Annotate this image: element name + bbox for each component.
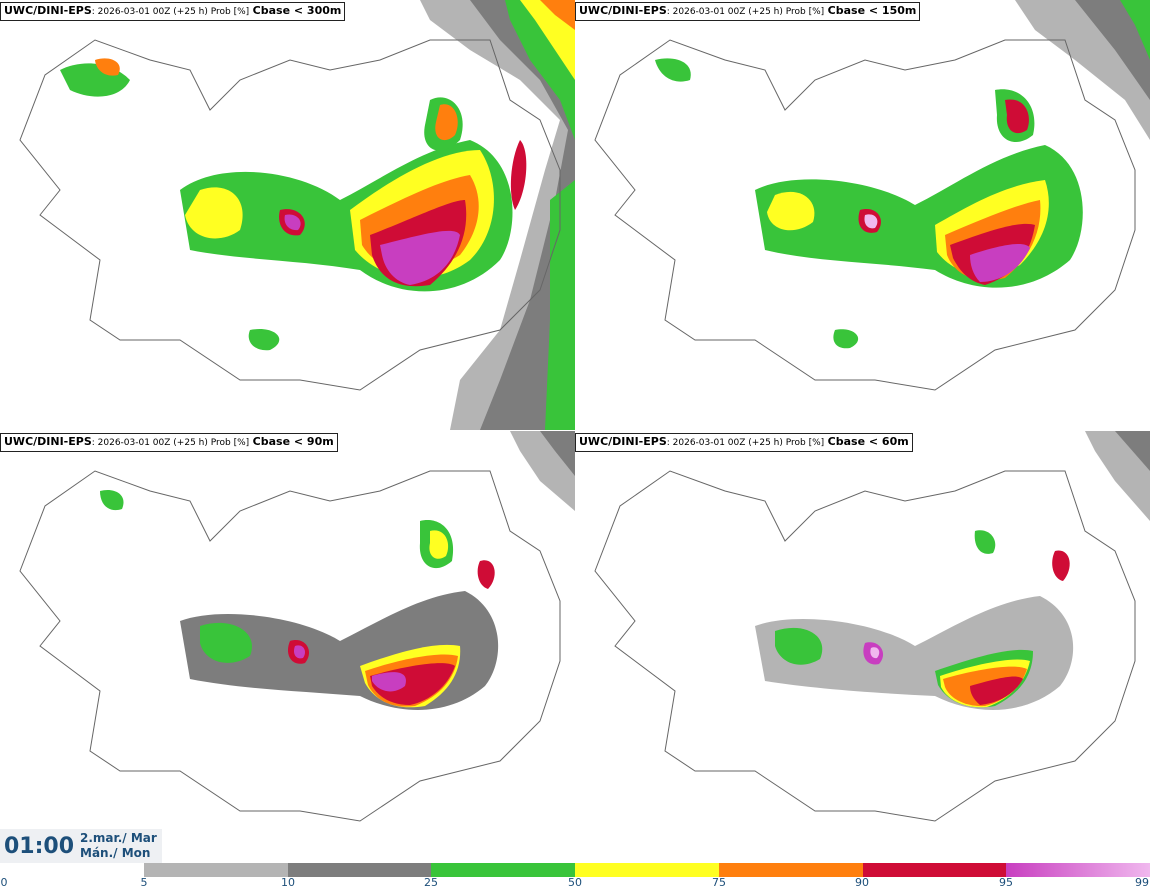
coastline [19, 39, 561, 391]
colorbar-tick: 0 [0, 876, 8, 889]
colorbar-tick: 90 [855, 876, 869, 889]
colorbar-segment [287, 863, 432, 877]
run-info: : 2026-03-01 00Z (+25 h) Prob [%] [91, 7, 250, 17]
coastline [19, 470, 561, 822]
colorbar-segment [718, 863, 863, 877]
valid-time-box: 01:00 2.mar./ Mar Mán./ Mon [0, 829, 162, 863]
iceland-map [594, 0, 1150, 391]
colorbar-ticks: 0 5 10 25 50 75 90 95 99 [0, 876, 1150, 891]
iceland-map [594, 431, 1150, 822]
run-info: : 2026-03-01 00Z (+25 h) Prob [%] [666, 438, 825, 448]
map-panel-150m: UWC/DINI-EPS: 2026-03-01 00Z (+25 h) Pro… [575, 0, 1150, 430]
parameter-label: Cbase < 300m [252, 4, 342, 17]
colorbar-tick: 25 [424, 876, 438, 889]
colorbar-tick: 10 [281, 876, 295, 889]
panel-title: UWC/DINI-EPS: 2026-03-01 00Z (+25 h) Pro… [0, 2, 346, 21]
map-panel-300m: UWC/DINI-EPS: 2026-03-01 00Z (+25 h) Pro… [0, 0, 575, 430]
model-name: UWC/DINI-EPS [579, 4, 667, 17]
coastline [594, 470, 1136, 822]
colorbar-tick: 99 [1135, 876, 1149, 889]
colorbar-segment [1006, 863, 1150, 877]
colorbar-segment [862, 863, 1007, 877]
colorbar-tick: 75 [712, 876, 726, 889]
panel-title: UWC/DINI-EPS: 2026-03-01 00Z (+25 h) Pro… [575, 433, 913, 452]
parameter-label: Cbase < 150m [827, 4, 917, 17]
colorbar-segment [144, 863, 288, 877]
panel-title: UWC/DINI-EPS: 2026-03-01 00Z (+25 h) Pro… [575, 2, 921, 21]
run-info: : 2026-03-01 00Z (+25 h) Prob [%] [666, 7, 825, 17]
colorbar-tick: 95 [999, 876, 1013, 889]
run-info: : 2026-03-01 00Z (+25 h) Prob [%] [91, 438, 250, 448]
panel-title: UWC/DINI-EPS: 2026-03-01 00Z (+25 h) Pro… [0, 433, 338, 452]
probability-colorbar [144, 863, 1150, 877]
valid-time: 01:00 [4, 834, 75, 859]
colorbar-segment [431, 863, 576, 877]
model-name: UWC/DINI-EPS [579, 435, 667, 448]
coastline [594, 39, 1136, 391]
map-panel-90m: UWC/DINI-EPS: 2026-03-01 00Z (+25 h) Pro… [0, 431, 575, 861]
iceland-map [19, 0, 575, 430]
colorbar-tick: 50 [568, 876, 582, 889]
map-panel-60m: UWC/DINI-EPS: 2026-03-01 00Z (+25 h) Pro… [575, 431, 1150, 861]
model-name: UWC/DINI-EPS [4, 435, 92, 448]
iceland-map [19, 431, 575, 822]
parameter-label: Cbase < 60m [827, 435, 909, 448]
valid-date: 2.mar./ Mar [80, 831, 157, 845]
valid-weekday: Mán./ Mon [80, 846, 151, 860]
parameter-label: Cbase < 90m [252, 435, 334, 448]
colorbar-tick: 5 [140, 876, 148, 889]
colorbar-segment [575, 863, 719, 877]
model-name: UWC/DINI-EPS [4, 4, 92, 17]
